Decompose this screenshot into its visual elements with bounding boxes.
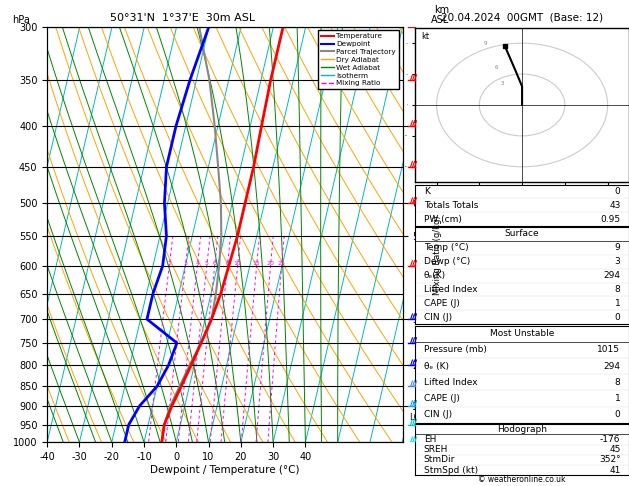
Text: -176: -176: [600, 435, 620, 444]
Text: 1: 1: [615, 299, 620, 308]
Text: Surface: Surface: [504, 229, 540, 239]
Text: Lifted Index: Lifted Index: [424, 378, 477, 387]
Text: CAPE (J): CAPE (J): [424, 299, 460, 308]
Text: 3: 3: [615, 257, 620, 266]
Text: 3: 3: [501, 81, 504, 86]
Text: K: K: [424, 187, 430, 196]
Text: 294: 294: [603, 362, 620, 371]
Text: θₑ(K): θₑ(K): [424, 271, 446, 280]
Text: StmSpd (kt): StmSpd (kt): [424, 466, 478, 475]
Text: Most Unstable: Most Unstable: [490, 329, 554, 338]
Text: 8: 8: [615, 378, 620, 387]
Text: 3: 3: [184, 261, 187, 266]
Text: 25: 25: [278, 261, 286, 266]
Text: 2: 2: [167, 261, 171, 266]
Text: PW (cm): PW (cm): [424, 215, 462, 224]
Text: Mixing Ratio (g/kg): Mixing Ratio (g/kg): [433, 215, 442, 295]
Text: 45: 45: [609, 445, 620, 454]
Text: CIN (J): CIN (J): [424, 410, 452, 419]
Text: SREH: SREH: [424, 445, 448, 454]
Text: CAPE (J): CAPE (J): [424, 394, 460, 403]
Text: 6: 6: [213, 261, 216, 266]
Text: kt: kt: [421, 33, 430, 41]
Text: 4: 4: [195, 261, 199, 266]
Text: 50°31'N  1°37'E  30m ASL: 50°31'N 1°37'E 30m ASL: [109, 13, 255, 23]
Text: 8: 8: [226, 261, 230, 266]
Text: © weatheronline.co.uk: © weatheronline.co.uk: [478, 474, 566, 484]
Text: 41: 41: [609, 466, 620, 475]
X-axis label: Dewpoint / Temperature (°C): Dewpoint / Temperature (°C): [150, 465, 299, 475]
Text: 8: 8: [615, 285, 620, 294]
Text: θₑ (K): θₑ (K): [424, 362, 448, 371]
Text: 0: 0: [615, 410, 620, 419]
Text: 9: 9: [615, 243, 620, 252]
Text: 20.04.2024  00GMT  (Base: 12): 20.04.2024 00GMT (Base: 12): [441, 13, 603, 23]
Legend: Temperature, Dewpoint, Parcel Trajectory, Dry Adiabat, Wet Adiabat, Isotherm, Mi: Temperature, Dewpoint, Parcel Trajectory…: [318, 30, 399, 89]
Text: Hodograph: Hodograph: [497, 425, 547, 434]
Text: LCL: LCL: [409, 413, 425, 422]
Text: Dewp (°C): Dewp (°C): [424, 257, 470, 266]
Text: hPa: hPa: [12, 15, 30, 25]
Text: 20: 20: [267, 261, 274, 266]
Text: 9: 9: [484, 41, 487, 46]
Text: 5: 5: [205, 261, 209, 266]
Text: 0: 0: [615, 187, 620, 196]
Text: 15: 15: [253, 261, 260, 266]
Text: 10: 10: [234, 261, 242, 266]
Text: 43: 43: [609, 201, 620, 210]
Text: 1: 1: [615, 394, 620, 403]
Text: 1015: 1015: [598, 346, 620, 354]
Text: Lifted Index: Lifted Index: [424, 285, 477, 294]
Text: 294: 294: [603, 271, 620, 280]
Text: km
ASL: km ASL: [430, 5, 448, 25]
Text: Pressure (mb): Pressure (mb): [424, 346, 487, 354]
Text: EH: EH: [424, 435, 436, 444]
Text: StmDir: StmDir: [424, 455, 455, 465]
Text: Totals Totals: Totals Totals: [424, 201, 478, 210]
Text: 0: 0: [615, 312, 620, 322]
Text: 0.95: 0.95: [600, 215, 620, 224]
Text: 6: 6: [494, 66, 498, 70]
Text: CIN (J): CIN (J): [424, 312, 452, 322]
Text: 352°: 352°: [599, 455, 620, 465]
Text: Temp (°C): Temp (°C): [424, 243, 469, 252]
